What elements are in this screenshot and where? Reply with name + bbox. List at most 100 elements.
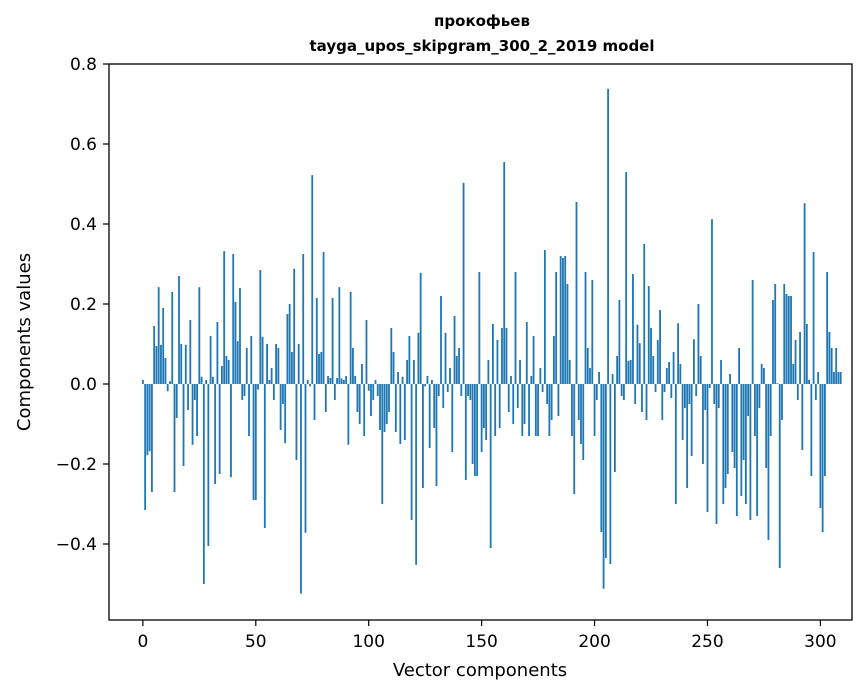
bar xyxy=(187,384,189,410)
bar xyxy=(268,380,271,384)
bar xyxy=(166,384,169,392)
bar xyxy=(814,384,817,400)
bar xyxy=(525,322,528,384)
bar xyxy=(492,324,494,384)
bar xyxy=(530,376,533,384)
bar xyxy=(178,276,180,384)
bar xyxy=(765,384,768,468)
bar xyxy=(749,384,752,520)
bar xyxy=(665,368,668,384)
x-tick-label: 200 xyxy=(578,632,610,652)
x-tick-label: 150 xyxy=(465,632,497,652)
bar xyxy=(826,272,829,384)
bar xyxy=(148,384,151,452)
bar xyxy=(828,332,831,384)
bar xyxy=(223,251,226,384)
bar xyxy=(207,384,210,546)
bar xyxy=(776,383,779,384)
bar xyxy=(266,344,268,384)
bar xyxy=(464,384,467,480)
bar xyxy=(790,296,792,384)
bar xyxy=(202,384,205,584)
bar xyxy=(803,203,806,384)
bar xyxy=(279,384,282,430)
bar xyxy=(731,384,734,452)
bar xyxy=(659,310,661,384)
bar xyxy=(164,358,167,384)
bar xyxy=(399,384,402,444)
bar xyxy=(546,384,549,404)
bar xyxy=(616,356,619,384)
bar xyxy=(214,384,217,484)
bar xyxy=(453,316,456,384)
y-axis-ticks: −0.4 −0.2 0.0 0.2 0.4 0.6 0.8 xyxy=(56,55,109,555)
bar xyxy=(835,348,838,384)
bar xyxy=(656,340,659,384)
bar xyxy=(496,340,499,384)
bar xyxy=(604,384,607,558)
bar xyxy=(785,294,788,384)
bar xyxy=(543,250,546,384)
bar xyxy=(141,380,144,384)
bar xyxy=(365,320,368,384)
bar xyxy=(191,384,194,445)
bar xyxy=(702,384,704,464)
bar xyxy=(595,384,598,400)
bar xyxy=(160,344,162,384)
bar xyxy=(577,384,580,420)
bar xyxy=(575,202,578,384)
bar xyxy=(760,364,763,384)
bar xyxy=(539,368,542,384)
y-tick-label: 0.2 xyxy=(70,295,97,315)
y-tick-label: 0.0 xyxy=(70,375,97,395)
bar xyxy=(313,384,316,420)
bar xyxy=(742,384,745,460)
bar xyxy=(580,384,582,444)
bar xyxy=(722,384,725,504)
bar xyxy=(295,384,298,460)
bar xyxy=(792,364,795,384)
bar xyxy=(205,380,208,384)
y-tick-label: 0.8 xyxy=(70,55,97,75)
bar xyxy=(564,256,567,384)
bar xyxy=(699,356,702,384)
bar xyxy=(236,341,239,384)
bar xyxy=(455,356,458,384)
bar xyxy=(821,384,824,532)
y-tick-label: 0.6 xyxy=(70,135,97,155)
x-tick-label: 300 xyxy=(804,632,836,652)
bar xyxy=(198,287,201,384)
bar xyxy=(521,384,524,436)
bar xyxy=(412,360,415,384)
bar xyxy=(281,384,284,404)
bar xyxy=(388,384,390,412)
bar xyxy=(417,332,420,384)
bar xyxy=(650,328,652,384)
bar xyxy=(478,272,481,384)
bar xyxy=(410,384,413,520)
bar xyxy=(810,384,813,476)
bar xyxy=(830,348,833,384)
bar xyxy=(489,384,492,548)
bar xyxy=(591,280,594,384)
bar xyxy=(586,348,589,384)
bar xyxy=(735,384,738,516)
bar xyxy=(318,354,320,384)
bar xyxy=(706,384,709,512)
bar xyxy=(331,298,334,384)
bar xyxy=(819,384,822,508)
bar xyxy=(426,376,429,384)
bar xyxy=(367,384,370,391)
bar xyxy=(221,366,223,384)
bar xyxy=(218,384,221,474)
bar xyxy=(568,360,571,384)
bar xyxy=(374,380,377,384)
bar xyxy=(690,384,693,456)
bar xyxy=(462,182,465,384)
bar xyxy=(753,384,756,436)
bar xyxy=(333,384,336,400)
bar xyxy=(582,384,585,460)
bar xyxy=(329,378,332,384)
bar xyxy=(144,384,147,510)
